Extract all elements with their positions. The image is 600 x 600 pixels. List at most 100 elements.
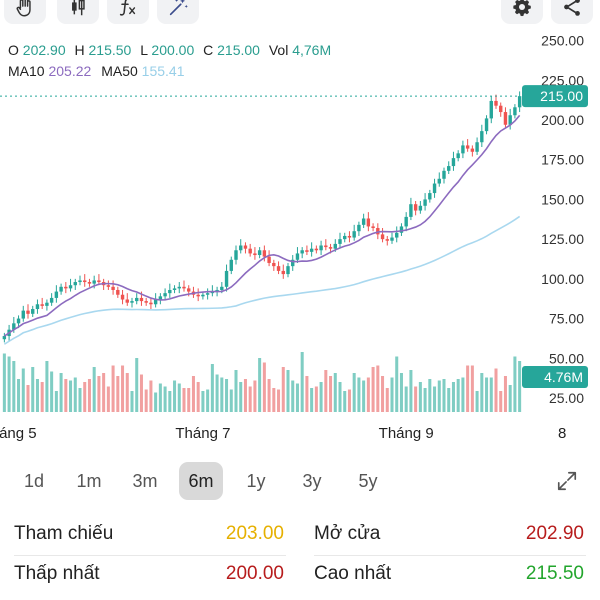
- last-volume-tag: [522, 366, 588, 388]
- candle-body: [371, 226, 375, 229]
- range-6m-button[interactable]: 6m: [179, 462, 223, 500]
- candlestick-tool-button[interactable]: [57, 0, 99, 24]
- range-5y-button[interactable]: 5y: [358, 471, 378, 491]
- candle-body: [300, 250, 304, 254]
- candle-body: [267, 256, 271, 263]
- candle-body: [139, 297, 144, 302]
- hand-tool-button[interactable]: [4, 0, 46, 24]
- candle-body: [423, 199, 427, 206]
- volume-bar: [17, 379, 21, 412]
- volume-bar: [116, 376, 120, 412]
- ma10-line: [3, 114, 521, 337]
- volume-bar: [390, 377, 394, 412]
- volume-bar: [470, 365, 474, 412]
- volume-bar: [83, 382, 87, 412]
- reference-value: 203.00: [225, 523, 284, 544]
- volume-bar: [139, 374, 143, 412]
- volume-bar: [480, 373, 484, 412]
- hand-icon: [16, 0, 31, 17]
- volume-bar: [2, 353, 6, 412]
- volume-bar: [319, 382, 323, 412]
- y-tick-label: 50.00: [549, 350, 584, 366]
- candle-body: [305, 250, 309, 252]
- candle-body: [489, 100, 493, 119]
- candle-body: [286, 266, 290, 275]
- volume-bar: [248, 386, 252, 412]
- volume-bar: [451, 382, 455, 412]
- candle-body: [461, 145, 465, 154]
- candle-body: [404, 216, 408, 227]
- volume-bar: [21, 368, 25, 412]
- candle-body: [87, 282, 92, 284]
- candle-body: [45, 302, 49, 306]
- volume-bar: [215, 374, 219, 412]
- candle-body: [328, 247, 333, 249]
- candle-body: [428, 193, 432, 200]
- candle-body: [35, 304, 40, 310]
- candle-body: [451, 158, 456, 167]
- candle-body: [281, 270, 285, 275]
- settings-button[interactable]: [501, 0, 543, 24]
- volume-bar: [371, 367, 375, 412]
- share-button[interactable]: [551, 0, 593, 24]
- y-tick-label: 100.00: [541, 271, 584, 287]
- volume-bar: [78, 388, 82, 412]
- volume-bar: [130, 391, 134, 412]
- candle-body: [64, 286, 68, 289]
- candle-body: [347, 235, 352, 238]
- volume-bar: [300, 352, 304, 412]
- candle-body: [480, 131, 484, 143]
- volume-bar: [376, 365, 380, 412]
- candle-body: [153, 299, 158, 305]
- range-1m-button[interactable]: 1m: [76, 471, 102, 491]
- open-price-value: 202.90: [525, 523, 584, 544]
- volume-bar: [229, 389, 233, 412]
- y-tick-label: 225.00: [541, 72, 584, 88]
- volume-bar: [191, 376, 195, 412]
- candle-body: [243, 245, 248, 249]
- candle-body: [2, 336, 7, 340]
- stats-row-2: Thấp nhất 200.00 Cao nhất 215.50: [0, 554, 600, 594]
- volume-bar: [158, 383, 162, 412]
- volume-bar: [196, 382, 200, 412]
- price-chart[interactable]: 250.00 225.00 200.00 175.00 150.00 125.00 100.…: [0, 28, 600, 458]
- candle-body: [499, 105, 503, 113]
- volume-label: Vol: [268, 42, 289, 58]
- candle-body: [309, 248, 314, 252]
- candle-body: [201, 294, 205, 297]
- candle-body: [447, 166, 451, 171]
- volume-bar: [168, 391, 172, 412]
- volume-bar: [64, 379, 68, 412]
- candle-body: [234, 250, 238, 260]
- x-axis-label: Tháng 7: [175, 425, 230, 442]
- volume-bar: [50, 371, 54, 412]
- last-price-label: 215.00: [540, 88, 583, 104]
- volume-bar: [125, 373, 129, 412]
- candle-body: [276, 266, 281, 271]
- y-tick-label: 125.00: [541, 231, 584, 247]
- candle-body: [163, 293, 167, 297]
- candle-body: [135, 297, 139, 302]
- volume-bar: [437, 380, 441, 412]
- expand-icon[interactable]: [556, 470, 578, 492]
- volume-bar: [291, 380, 295, 412]
- candle-body: [92, 280, 96, 284]
- range-3m-button[interactable]: 3m: [132, 471, 158, 491]
- volume-bar: [31, 367, 35, 412]
- range-3y-button[interactable]: 3y: [302, 471, 322, 491]
- candle-body: [21, 310, 25, 319]
- candle-body: [144, 301, 148, 303]
- indicator-tool-button[interactable]: [107, 0, 149, 24]
- candle-body: [196, 294, 200, 297]
- candle-body: [262, 250, 267, 257]
- candlestick-icon: [72, 0, 85, 16]
- candle-body: [120, 294, 125, 300]
- y-tick-label: 200.00: [541, 112, 584, 128]
- candle-body: [116, 289, 120, 295]
- open-label: O: [8, 42, 19, 58]
- range-1d-button[interactable]: 1d: [23, 471, 45, 491]
- range-1y-button[interactable]: 1y: [246, 471, 266, 491]
- drawing-tool-button[interactable]: [157, 0, 199, 24]
- volume-bar: [277, 389, 281, 412]
- magic-wand-icon: [169, 0, 188, 16]
